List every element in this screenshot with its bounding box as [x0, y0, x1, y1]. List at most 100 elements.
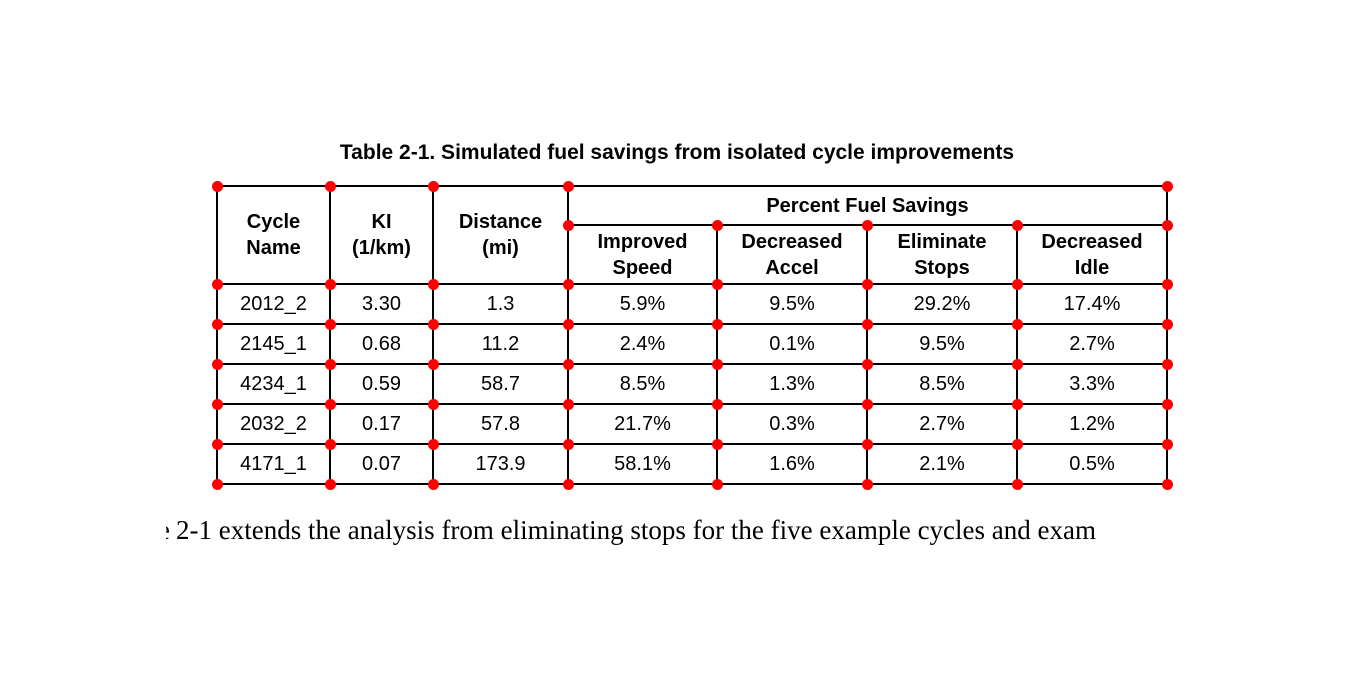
table-cell: 9.5%: [919, 332, 965, 355]
annotation-dot: [428, 479, 439, 490]
table-cell: 57.8: [481, 412, 520, 435]
annotation-dot: [1162, 279, 1173, 290]
annotation-dot: [712, 439, 723, 450]
group-header-percent-fuel-savings: Percent Fuel Savings: [766, 194, 969, 217]
annotation-dot: [712, 479, 723, 490]
grid-line: [216, 283, 1168, 285]
table-cell: 0.68: [362, 332, 401, 355]
annotation-dot: [1162, 359, 1173, 370]
table-cell: 0.07: [362, 452, 401, 475]
paragraph-text: e2-1 extends the analysis from eliminati…: [166, 515, 1096, 546]
grid-line: [216, 323, 1168, 325]
annotation-dot: [212, 439, 223, 450]
grid-line: [567, 185, 569, 485]
annotation-dot: [212, 279, 223, 290]
annotation-dot: [1012, 359, 1023, 370]
annotation-dot: [563, 359, 574, 370]
table-cell: 8.5%: [619, 372, 666, 395]
annotation-dot: [1162, 399, 1173, 410]
annotation-dot: [862, 359, 873, 370]
annotation-dot: [1162, 220, 1173, 231]
annotation-dot: [212, 479, 223, 490]
annotation-dot: [712, 279, 723, 290]
annotation-dot: [712, 399, 723, 410]
annotation-dot: [1162, 319, 1173, 330]
grid-line: [866, 224, 868, 485]
annotation-dot: [428, 279, 439, 290]
table-cell: 2.7%: [919, 412, 965, 435]
annotation-dot: [325, 399, 336, 410]
table-cell: 0.5%: [1069, 452, 1115, 475]
annotation-dot: [325, 319, 336, 330]
col-header-cycle-name: Cycle Name: [246, 211, 301, 259]
annotation-dot: [862, 279, 873, 290]
table-caption: Table 2-1. Simulated fuel savings from i…: [339, 141, 1015, 164]
annotation-dot: [1162, 181, 1173, 192]
annotation-dot: [862, 319, 873, 330]
grid-line: [216, 403, 1168, 405]
annotation-dot: [212, 399, 223, 410]
annotation-dot: [1012, 279, 1023, 290]
col-header-eliminate-stops: Eliminate Stops: [897, 230, 987, 279]
table-cell: 0.3%: [769, 412, 815, 435]
table-cell: 2.4%: [619, 332, 666, 355]
paragraph-visible-text: 2-1 extends the analysis from eliminatin…: [176, 515, 1096, 545]
col-header-decreased-accel: Decreased Accel: [741, 230, 843, 279]
annotation-dot: [1012, 319, 1023, 330]
col-header-decreased-idle: Decreased Idle: [1041, 230, 1143, 279]
annotation-dot: [428, 181, 439, 192]
grid-line: [216, 185, 218, 485]
table-cell: 1.3: [486, 292, 515, 315]
table-cell: 0.1%: [769, 332, 815, 355]
table-cell: 4171_1: [240, 452, 307, 475]
annotation-dot: [325, 279, 336, 290]
table-cell: 21.7%: [614, 412, 671, 435]
col-header-ki: KI (1/km): [352, 211, 411, 259]
annotation-dot: [563, 181, 574, 192]
annotation-dot: [325, 479, 336, 490]
grid-line: [1166, 185, 1168, 485]
grid-line: [216, 185, 1168, 187]
annotation-dot: [712, 359, 723, 370]
grid-line: [216, 363, 1168, 365]
table-cell: 173.9: [475, 452, 526, 475]
annotation-dot: [862, 220, 873, 231]
table-cell: 3.30: [362, 292, 401, 315]
table-cell: 3.3%: [1069, 372, 1115, 395]
annotation-dot: [563, 439, 574, 450]
grid-line: [216, 483, 1168, 485]
table-cell: 58.7: [481, 372, 520, 395]
annotation-dot: [212, 319, 223, 330]
annotation-dot: [428, 439, 439, 450]
annotation-dot: [862, 399, 873, 410]
annotation-dot: [712, 319, 723, 330]
grid-line: [1016, 224, 1018, 485]
annotation-dot: [862, 479, 873, 490]
annotation-dot: [862, 439, 873, 450]
annotation-dot: [325, 359, 336, 370]
annotation-dot: [712, 220, 723, 231]
table-cell: 2.1%: [919, 452, 965, 475]
table-cell: 0.59: [362, 372, 401, 395]
col-header-distance: Distance (mi): [458, 211, 543, 259]
table-cell: 4234_1: [240, 372, 307, 395]
annotation-dot: [1012, 479, 1023, 490]
annotation-dot: [1012, 220, 1023, 231]
grid-line: [216, 443, 1168, 445]
annotation-dot: [325, 181, 336, 192]
table-cell: 29.2%: [913, 292, 971, 315]
grid-line: [329, 185, 331, 485]
annotation-dot: [563, 319, 574, 330]
col-header-improved-speed: Improved Speed: [597, 230, 688, 279]
annotation-dot: [428, 319, 439, 330]
annotation-dot: [1012, 439, 1023, 450]
annotation-dot: [563, 220, 574, 231]
annotation-dot: [563, 479, 574, 490]
annotation-dot: [428, 399, 439, 410]
table-cell: 1.6%: [769, 452, 815, 475]
table-cell: 1.2%: [1069, 412, 1115, 435]
table-cell: 1.3%: [769, 372, 815, 395]
annotation-dot: [428, 359, 439, 370]
grid-line: [432, 185, 434, 485]
annotation-dot: [1162, 479, 1173, 490]
